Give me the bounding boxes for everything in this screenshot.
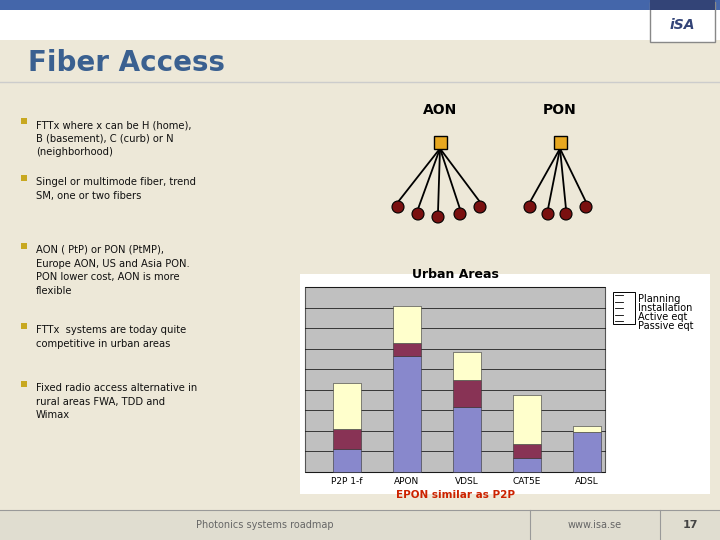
Bar: [393, 342, 421, 356]
Text: APON: APON: [395, 477, 420, 486]
Text: Photonics systems roadmap: Photonics systems roadmap: [196, 520, 334, 530]
Bar: [453, 380, 481, 407]
Circle shape: [412, 208, 424, 220]
Bar: [393, 356, 421, 472]
Circle shape: [580, 201, 592, 213]
Bar: [0, 52, 720, 510]
Text: EPON similar as P2P: EPON similar as P2P: [395, 490, 515, 500]
Bar: [613, 292, 635, 324]
Bar: [573, 426, 601, 432]
Circle shape: [392, 201, 404, 213]
Text: P2P 1-f: P2P 1-f: [331, 477, 363, 486]
Bar: [21, 175, 27, 181]
Circle shape: [524, 201, 536, 213]
Text: AON: AON: [423, 103, 457, 117]
Bar: [333, 449, 361, 472]
Text: Planning: Planning: [638, 294, 680, 304]
Text: Passive eqt: Passive eqt: [638, 321, 693, 331]
Text: Fiber Access: Fiber Access: [28, 49, 225, 77]
Bar: [333, 429, 361, 449]
Bar: [21, 323, 27, 329]
Text: FTTx where x can be H (home),
B (basement), C (curb) or N
(neighborhood): FTTx where x can be H (home), B (basemen…: [36, 120, 192, 157]
Text: 17: 17: [683, 520, 698, 530]
Bar: [573, 432, 601, 472]
Bar: [21, 381, 27, 387]
Text: www.isa.se: www.isa.se: [568, 520, 622, 530]
Bar: [0, 0, 720, 40]
Circle shape: [542, 208, 554, 220]
Text: AON ( PtP) or PON (PtMP),
Europe AON, US and Asia PON.
PON lower cost, AON is mo: AON ( PtP) or PON (PtMP), Europe AON, US…: [36, 245, 190, 296]
Bar: [554, 136, 567, 148]
Bar: [0, 510, 720, 540]
Circle shape: [432, 211, 444, 223]
Text: Urban Areas: Urban Areas: [412, 268, 498, 281]
Bar: [513, 395, 541, 444]
Bar: [0, 0, 720, 10]
Bar: [305, 287, 605, 472]
Text: iSA: iSA: [670, 18, 695, 32]
Text: PON: PON: [543, 103, 577, 117]
Bar: [433, 136, 446, 148]
Bar: [393, 306, 421, 342]
Bar: [21, 243, 27, 249]
Circle shape: [454, 208, 466, 220]
Circle shape: [560, 208, 572, 220]
Bar: [650, 0, 715, 10]
Bar: [650, 2, 715, 42]
Text: CAT5E: CAT5E: [513, 477, 541, 486]
Text: ADSL: ADSL: [575, 477, 599, 486]
Bar: [513, 444, 541, 458]
Text: Singel or multimode fiber, trend
SM, one or two fibers: Singel or multimode fiber, trend SM, one…: [36, 177, 196, 200]
Circle shape: [474, 201, 486, 213]
Text: Installation: Installation: [638, 303, 693, 313]
Text: Fixed radio access alternative in
rural areas FWA, TDD and
Wimax: Fixed radio access alternative in rural …: [36, 383, 197, 420]
Bar: [453, 352, 481, 380]
Text: Active eqt: Active eqt: [638, 312, 688, 322]
Text: VDSL: VDSL: [455, 477, 479, 486]
Bar: [453, 407, 481, 472]
Bar: [300, 274, 710, 494]
Bar: [513, 458, 541, 472]
Text: FTTx  systems are today quite
competitive in urban areas: FTTx systems are today quite competitive…: [36, 325, 186, 349]
Bar: [21, 118, 27, 124]
Bar: [333, 382, 361, 429]
